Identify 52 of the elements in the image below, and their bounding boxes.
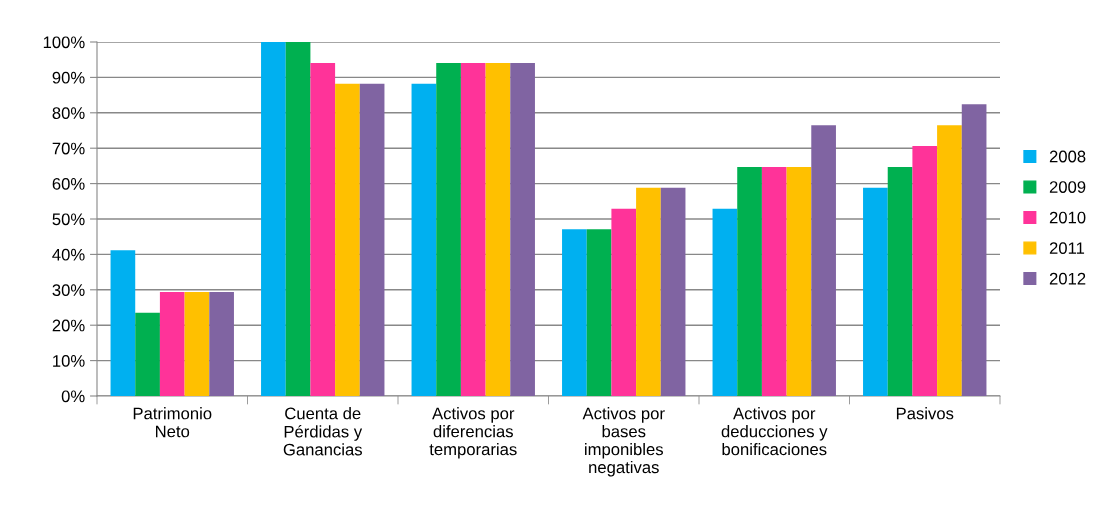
bar [712, 208, 738, 396]
bar [110, 250, 136, 396]
bar [611, 208, 637, 396]
bar [310, 62, 336, 396]
y-tick-label: 70% [52, 142, 85, 155]
y-tick-label: 60% [52, 178, 85, 190]
bar [737, 166, 762, 396]
x-tick-label: Activos por diferencias temporarias [429, 407, 517, 459]
legend-label: 2009 [1049, 181, 1086, 193]
bar [510, 62, 535, 396]
bar [863, 187, 888, 396]
x-tick-label: Cuenta de Pérdidas y Ganancias [283, 407, 363, 456]
x-tick-label: Patrimonio Neto [133, 407, 212, 438]
bar [460, 62, 486, 396]
bar [887, 166, 913, 396]
bar [209, 291, 234, 396]
bar [184, 291, 210, 396]
bar [761, 166, 787, 396]
y-tick-label: 30% [52, 284, 85, 296]
y-tick-label: 50% [52, 213, 85, 226]
y-tick-label: 0% [61, 390, 85, 403]
bar [159, 291, 185, 396]
bar [660, 187, 686, 396]
bar [811, 125, 836, 396]
bar [285, 42, 311, 396]
legend-label: 2008 [1049, 150, 1086, 163]
bar [636, 187, 661, 396]
y-tick-label: 100% [43, 36, 85, 49]
legend-label: 2010 [1049, 211, 1086, 224]
x-tick-label: Pasivos [896, 407, 954, 420]
legend-label: 2012 [1049, 272, 1086, 285]
bar [562, 229, 587, 396]
bar [436, 62, 461, 396]
x-tick-label: Activos por bases imponibles negativas [582, 407, 665, 477]
bar [135, 312, 160, 396]
legend-label: 2011 [1049, 242, 1085, 255]
y-tick-label: 90% [52, 71, 85, 84]
bar [937, 125, 962, 396]
bar [912, 146, 938, 396]
bar [786, 166, 812, 396]
x-tick-label: Activos por deducciones y bonificaciones [721, 407, 828, 456]
y-tick-label: 40% [52, 248, 85, 261]
y-tick-label: 80% [52, 107, 85, 119]
bar [359, 83, 385, 396]
y-tick-label: 10% [53, 355, 85, 367]
bar [411, 83, 437, 396]
bar [485, 62, 511, 396]
bar [961, 104, 987, 396]
y-tick-label: 20% [52, 319, 85, 332]
bar [586, 229, 612, 396]
bar [335, 83, 360, 396]
bar [261, 42, 286, 396]
